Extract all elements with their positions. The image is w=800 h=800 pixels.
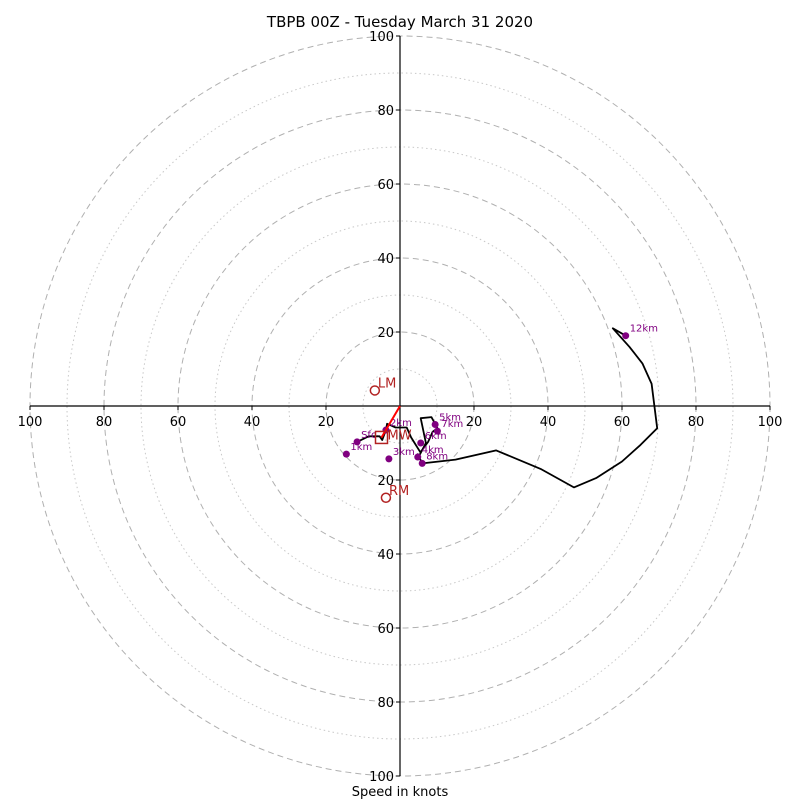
height-label-5km: 5km: [439, 413, 461, 424]
x-axis-label: Speed in knots: [352, 785, 449, 800]
x-tick-label: 60: [170, 415, 187, 430]
y-tick-label: 80: [377, 696, 394, 711]
y-tick-label: 40: [377, 252, 394, 267]
mean-wind-marker: [374, 430, 389, 445]
x-tick-label: 60: [614, 415, 631, 430]
wind-trace: [356, 327, 659, 489]
right-mover-marker: [380, 492, 392, 504]
y-tick-label: 40: [377, 548, 394, 563]
height-label-2km: 2km: [390, 418, 412, 429]
x-tick-label: 20: [318, 415, 335, 430]
storm-motion: MW LM RM: [369, 376, 412, 504]
height-label-1km: 1km: [350, 442, 372, 453]
y-tick-label: 100: [369, 770, 394, 785]
height-label-7km: 7km: [441, 419, 463, 430]
mean-wind-label: MW: [388, 428, 412, 443]
height-label-Sfc: Sfc: [361, 430, 376, 441]
chart-title: TBPB 00Z - Tuesday March 31 2020: [266, 13, 533, 31]
height-label-3km: 3km: [393, 447, 415, 458]
shear-vector: [380, 405, 401, 438]
height-label-8km: 8km: [426, 451, 448, 462]
height-marker-5km: [431, 421, 439, 428]
x-tick-label: 100: [758, 415, 783, 430]
y-tick-label: 100: [369, 30, 394, 45]
height-marker-12km: [622, 332, 630, 340]
height-marker-4km: [414, 453, 422, 461]
left-mover-label: LM: [378, 376, 396, 391]
y-tick-label: 60: [377, 178, 394, 193]
right-mover-label: RM: [389, 484, 409, 499]
trace-line: [356, 327, 659, 489]
height-label-12km: 12km: [630, 324, 658, 335]
x-tick-label: 100: [18, 415, 43, 430]
height-marker-6km: [417, 439, 425, 447]
height-label-4km: 4km: [422, 445, 444, 456]
left-mover-marker: [369, 385, 381, 396]
y-tick-label: 60: [377, 622, 394, 637]
height-marker-3km: [385, 455, 393, 463]
height-label-6km: 6km: [425, 431, 447, 442]
x-tick-label: 40: [540, 415, 557, 430]
x-tick-label: 40: [244, 415, 261, 430]
height-marker-Sfc: [353, 438, 361, 446]
height-marker-1km: [342, 450, 350, 458]
height-marker-7km: [433, 427, 441, 435]
y-tick-label: 20: [377, 474, 394, 489]
tick-labels: 100 80 60 40 20 20 40 60 80 100 100 80 60 40 20 20 40 60 8…: [18, 30, 783, 785]
x-tick-label: 20: [466, 415, 483, 430]
x-tick-label: 80: [96, 415, 113, 430]
y-tick-label: 80: [377, 104, 394, 119]
y-tick-label: 20: [377, 326, 394, 341]
x-tick-label: 80: [688, 415, 705, 430]
height-marker-8km: [418, 459, 426, 467]
